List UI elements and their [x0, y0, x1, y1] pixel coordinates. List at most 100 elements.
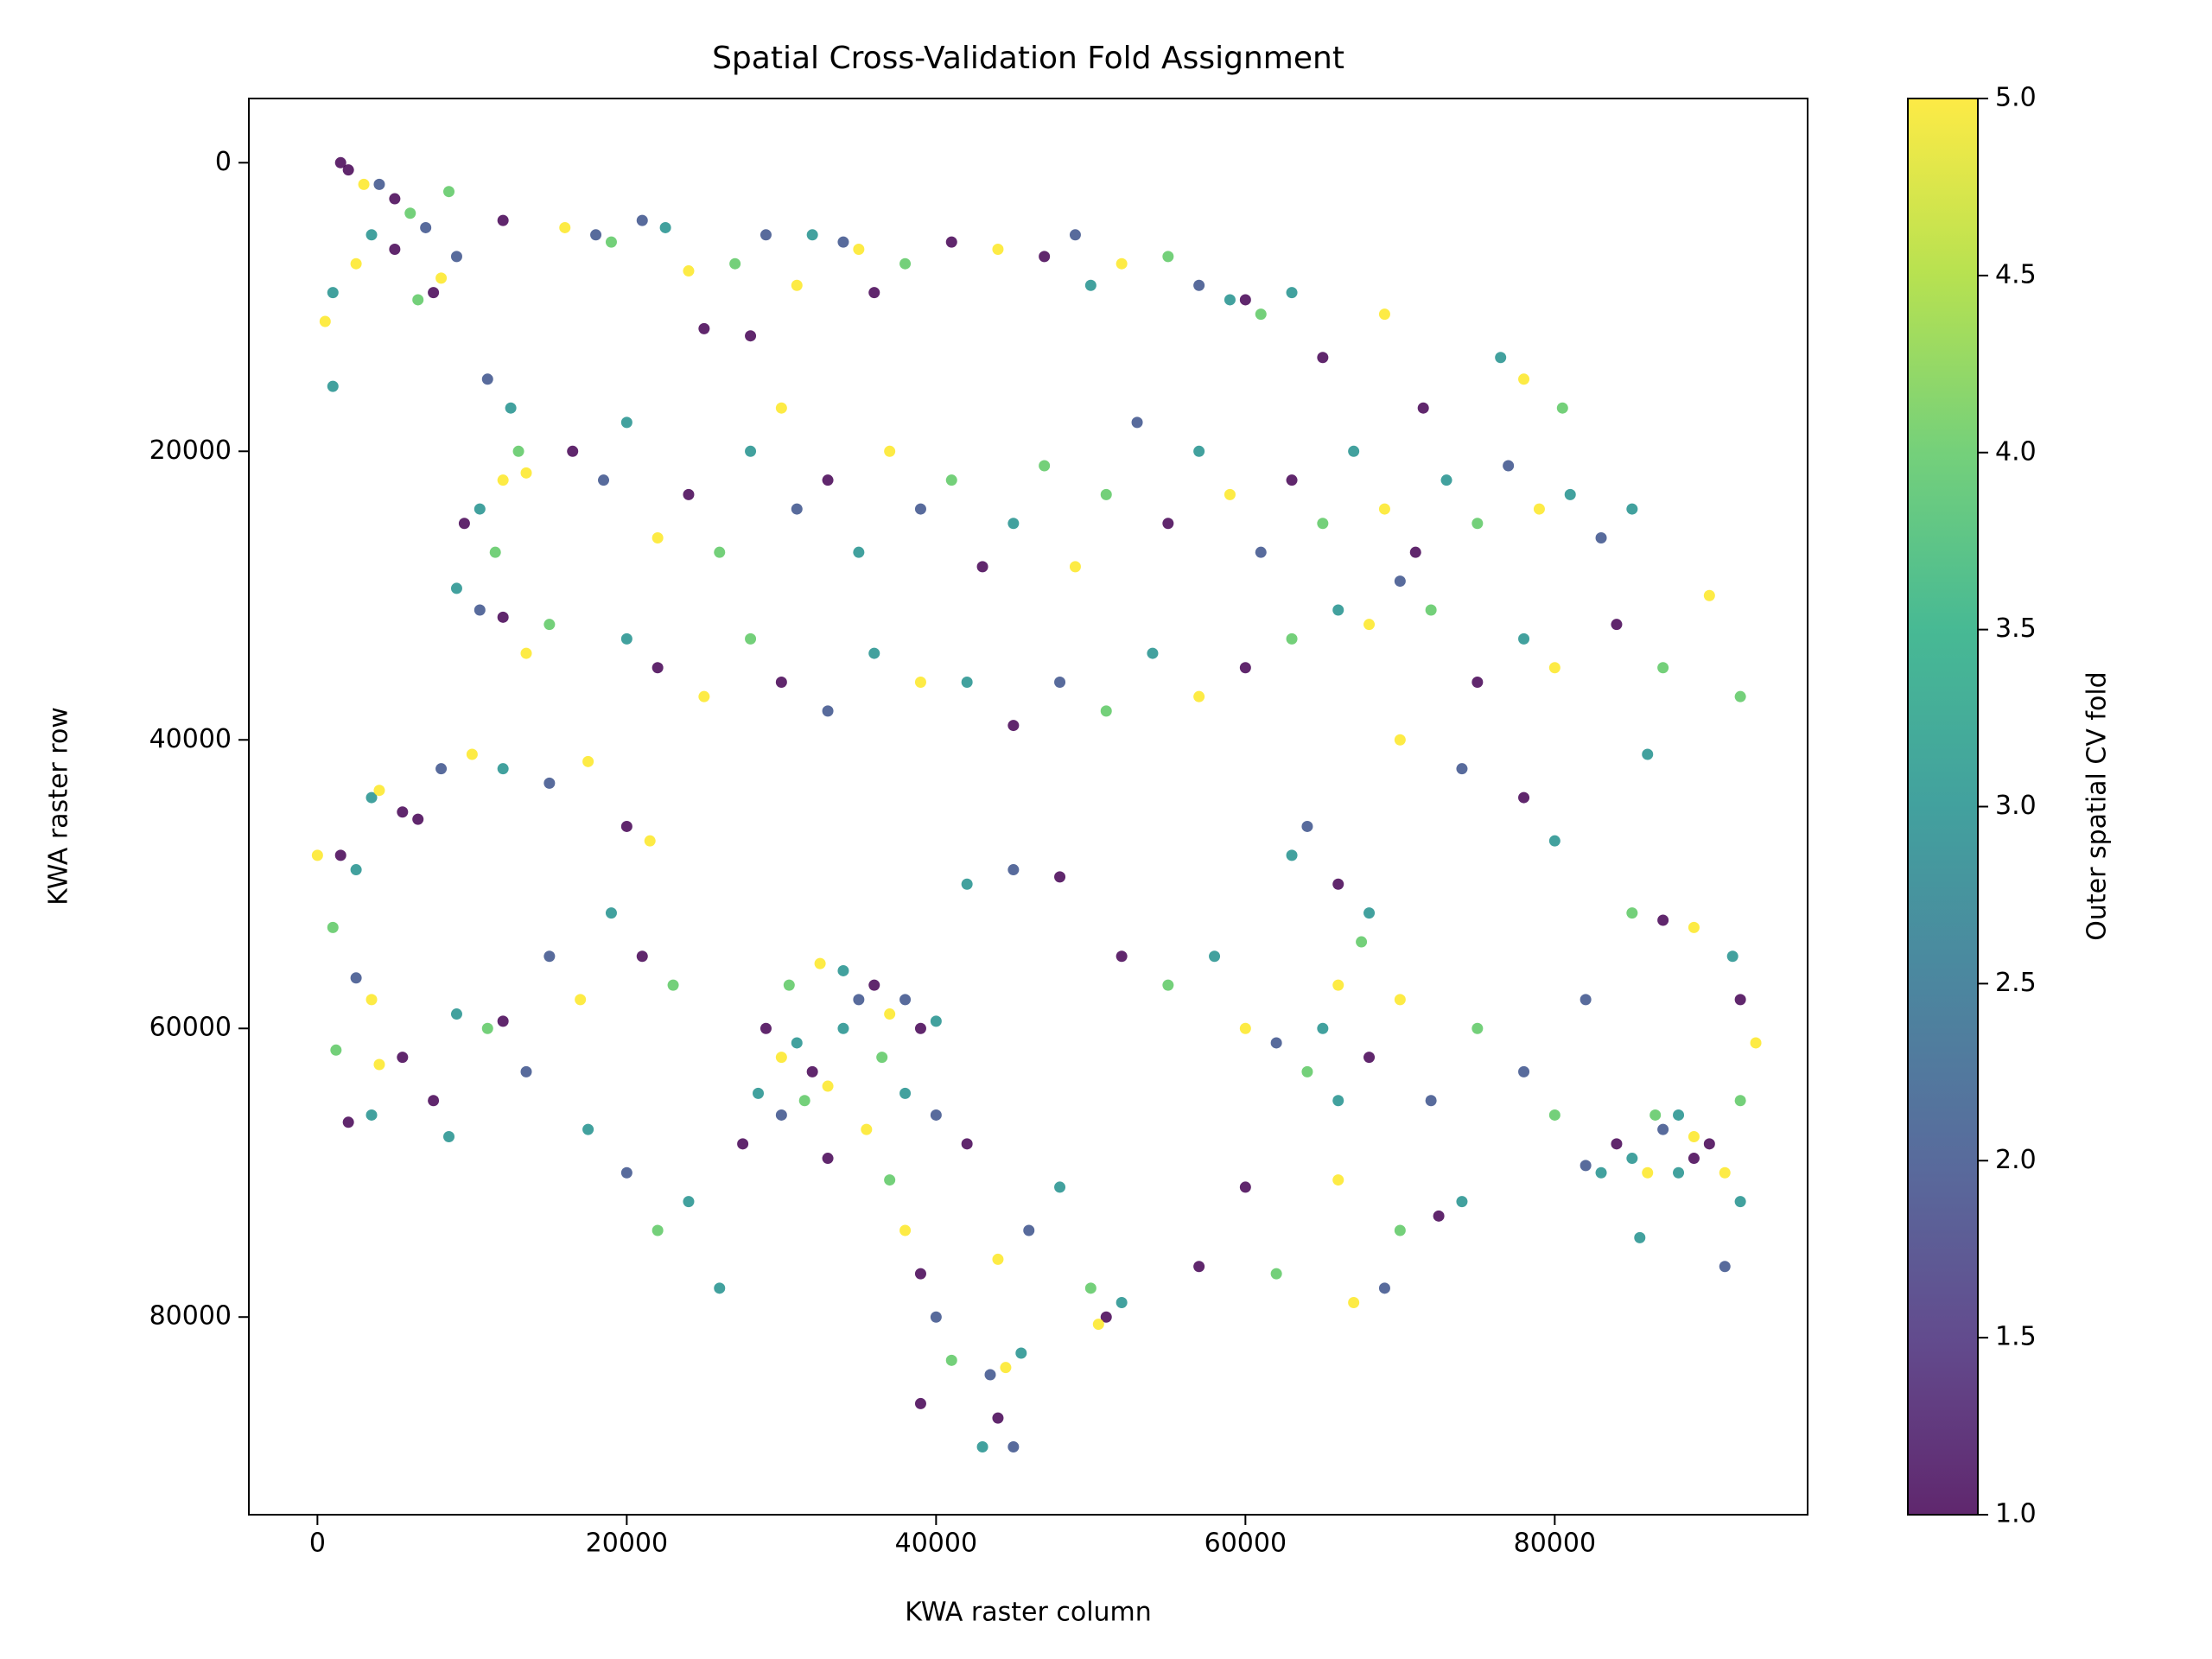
colorbar-tick-label: 3.5: [1995, 613, 2037, 644]
point: [1433, 1210, 1445, 1222]
point: [350, 257, 362, 270]
point: [945, 1354, 957, 1366]
x-tick-label: 0: [309, 1529, 326, 1559]
point: [853, 244, 865, 256]
point: [365, 1109, 378, 1121]
point: [1425, 1095, 1437, 1107]
point: [1471, 518, 1484, 530]
point: [930, 1109, 942, 1121]
point: [899, 994, 912, 1006]
point: [1332, 1174, 1344, 1186]
point: [1007, 1441, 1020, 1453]
point: [435, 272, 448, 284]
point: [1084, 1282, 1096, 1294]
point: [1595, 1166, 1607, 1179]
point: [590, 229, 602, 241]
point: [474, 604, 486, 616]
point: [327, 380, 339, 392]
point: [868, 287, 880, 299]
point: [683, 1196, 695, 1208]
point: [1734, 1196, 1746, 1208]
point: [992, 1253, 1004, 1265]
point: [373, 1058, 385, 1071]
point: [1688, 1130, 1700, 1142]
point: [1286, 287, 1298, 299]
point: [914, 1268, 926, 1280]
y-tick-label: 20000: [149, 435, 232, 466]
point: [1007, 720, 1020, 732]
point: [1193, 690, 1205, 702]
point: [373, 785, 385, 797]
point: [489, 546, 501, 558]
point: [868, 647, 880, 659]
colorbar-tick-label: 2.5: [1995, 968, 2037, 998]
point: [1657, 914, 1669, 926]
point: [1425, 604, 1437, 616]
point: [474, 503, 486, 515]
point: [837, 236, 849, 248]
point: [389, 244, 401, 256]
point: [1626, 503, 1638, 515]
point: [1657, 1123, 1669, 1135]
point: [505, 402, 517, 414]
point: [1409, 546, 1421, 558]
point: [1378, 1282, 1390, 1294]
point: [428, 287, 440, 299]
point: [1673, 1166, 1685, 1179]
point: [1116, 950, 1128, 963]
point: [636, 214, 648, 226]
point: [1456, 763, 1468, 775]
point: [853, 546, 865, 558]
point: [1734, 1095, 1746, 1107]
y-axis-label: KWA raster row: [44, 707, 74, 906]
point: [1518, 791, 1530, 804]
point: [1556, 402, 1568, 414]
point: [450, 1008, 462, 1020]
point: [512, 445, 524, 457]
y-tick-label: 40000: [149, 724, 232, 754]
point: [1726, 950, 1738, 963]
point: [745, 445, 757, 457]
point: [1239, 662, 1251, 674]
point: [497, 763, 509, 775]
x-tick-label: 60000: [1205, 1529, 1287, 1559]
point: [1394, 575, 1406, 588]
plot-frame: [248, 98, 1808, 1516]
point: [481, 373, 493, 385]
point: [1363, 619, 1376, 631]
point: [714, 1282, 726, 1294]
point: [319, 315, 331, 327]
point: [497, 214, 509, 226]
point: [428, 1095, 440, 1107]
point: [1255, 308, 1267, 321]
point: [1580, 1160, 1592, 1172]
point: [1317, 352, 1329, 364]
point: [1394, 1224, 1406, 1236]
point: [798, 1095, 810, 1107]
point: [992, 1412, 1004, 1424]
point: [853, 994, 865, 1006]
point: [412, 813, 424, 825]
point: [605, 907, 617, 919]
point: [884, 1174, 896, 1186]
point: [397, 1052, 409, 1064]
colorbar-label: Outer spatial CV fold: [2082, 671, 2113, 940]
point: [876, 1052, 888, 1064]
point: [868, 979, 880, 991]
point: [1286, 632, 1298, 645]
point: [443, 1130, 455, 1142]
point: [775, 402, 787, 414]
point: [1611, 619, 1623, 631]
point: [559, 221, 571, 233]
point: [1054, 1181, 1066, 1193]
point: [683, 488, 695, 500]
point: [1162, 979, 1174, 991]
point: [636, 950, 648, 963]
point: [652, 662, 664, 674]
point: [1301, 820, 1313, 832]
point: [1518, 632, 1530, 645]
colorbar-tick-label: 5.0: [1995, 83, 2037, 113]
point: [1703, 589, 1715, 601]
x-tick-label: 40000: [895, 1529, 977, 1559]
